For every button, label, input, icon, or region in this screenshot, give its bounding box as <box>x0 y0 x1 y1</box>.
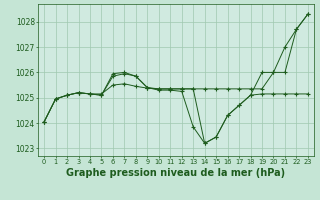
X-axis label: Graphe pression niveau de la mer (hPa): Graphe pression niveau de la mer (hPa) <box>67 168 285 178</box>
